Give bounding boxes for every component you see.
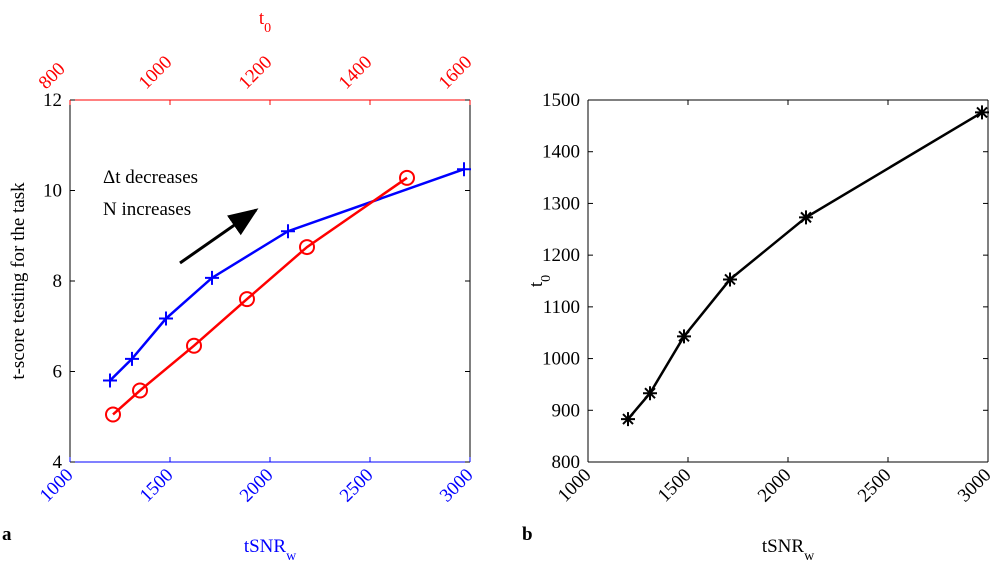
y-tick-label: 1300 [542,193,580,214]
axis-label: t0 [526,275,554,287]
y-tick-label: 12 [43,90,62,111]
axis-label: t0 [259,8,271,36]
axis-label-text: t [526,281,547,287]
y-tick-label: 1400 [542,142,580,163]
y-tick-label: 900 [552,400,581,421]
marker [299,239,315,256]
y-tick-label: 1500 [542,90,580,111]
y-tick-label: 1100 [543,297,580,318]
marker [105,406,121,423]
axis-label-sub: w [804,549,815,562]
x2-tick-label: 1200 [235,52,277,94]
annotation: N increases [103,199,191,220]
axis-label-sub: 0 [539,275,554,282]
annotation: Δt decreases [103,167,198,188]
series-line [109,168,465,382]
y-tick-label: 1000 [542,349,580,370]
axis-label: tSNRw [762,536,815,562]
y-tick-label: 6 [53,362,63,383]
axis-label-text: tSNR [244,536,287,557]
series-line [627,111,983,420]
x2-tick-label: 1000 [135,52,177,94]
marker [132,382,148,399]
marker [186,337,202,354]
axis-label-sub: 0 [264,21,271,36]
y-tick-label: 800 [552,452,581,473]
marker [643,386,657,401]
arrow [179,208,259,265]
marker [239,291,255,308]
x-tick-label: 1500 [654,465,696,507]
marker [103,373,117,388]
x-tick-label: 3000 [436,465,478,507]
x-tick-label: 2000 [236,465,278,507]
marker [975,105,989,120]
x2-tick-label: 1400 [335,52,377,94]
marker [723,272,737,287]
x-tick-label: 2000 [754,465,796,507]
panel-label: a [2,524,12,545]
marker [677,329,691,344]
panel-label: b [522,524,533,545]
x-tick-label: 1500 [136,465,178,507]
marker [621,412,635,427]
marker [281,224,295,239]
marker [125,351,139,366]
y-tick-label: 1200 [542,245,580,266]
axis-label-text: t [259,8,265,29]
axis-label-sub: w [286,549,297,562]
axis-label-text: tSNR [762,536,805,557]
marker [159,311,173,326]
x2-tick-label: 800 [35,59,70,94]
marker [799,210,813,225]
x-tick-label: 3000 [954,465,996,507]
y-tick-label: 8 [53,271,63,292]
axis-label: t-score testing for the task [8,182,29,380]
marker [399,169,415,186]
axis-label: tSNRw [244,536,297,562]
marker [457,162,471,177]
x2-tick-label: 1600 [435,52,477,94]
y-tick-label: 4 [53,452,63,473]
y-tick-label: 10 [43,181,62,202]
marker [205,270,219,285]
x-tick-label: 2500 [336,465,378,507]
axis-label-text: t-score testing for the task [8,182,29,380]
x-tick-label: 2500 [854,465,896,507]
x-tick-label: 1000 [36,465,78,507]
